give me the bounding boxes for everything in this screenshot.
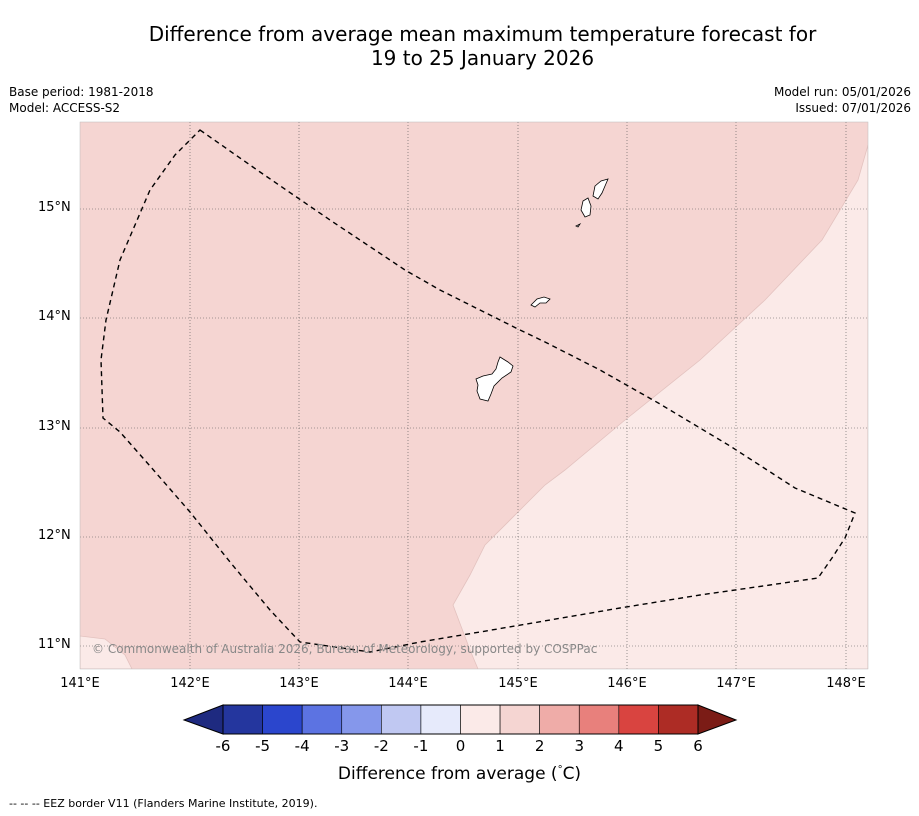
colorbar-cell: [420, 704, 461, 735]
island-aguijan: [575, 222, 582, 228]
lat-label-12n: 12°N: [38, 528, 71, 543]
title-line-1: Difference from average mean maximum tem…: [148, 22, 817, 46]
lon-label-145e: 145°E: [498, 676, 538, 691]
meta-left: Base period: 1981-2018 Model: ACCESS-S2: [9, 84, 154, 116]
colorbar-frame: [222, 704, 699, 735]
colorbar-tick-label: 6: [693, 737, 703, 755]
island-guam: [475, 356, 514, 402]
colorbar-cell: [222, 704, 263, 735]
eez-footnote: -- -- -- EEZ border V11 (Flanders Marine…: [9, 797, 318, 810]
issued-date: Issued: 07/01/2026: [795, 101, 911, 115]
colorbar-tick-label: -6: [215, 737, 231, 755]
lon-label-146e: 146°E: [607, 676, 647, 691]
degree-sign: °: [557, 764, 563, 776]
colorbar-tick-label: 5: [653, 737, 664, 755]
colorbar-tick-label: -5: [255, 737, 271, 755]
lon-label-148e: 148°E: [826, 676, 866, 691]
colorbar-tick-label: 2: [534, 737, 545, 755]
base-period: Base period: 1981-2018: [9, 85, 154, 99]
map-frame: [79, 121, 869, 670]
lon-label-147e: 147°E: [716, 676, 756, 691]
graticule: [80, 122, 868, 669]
island-rota: [530, 296, 551, 308]
colorbar-tick-label: 1: [495, 737, 505, 755]
colorbar-cell: [539, 704, 580, 735]
lon-label-142e: 142°E: [170, 676, 210, 691]
lat-label-11n: 11°N: [38, 637, 71, 652]
model-name: Model: ACCESS-S2: [9, 101, 121, 115]
title-line-2: 19 to 25 January 2026: [370, 46, 595, 70]
colorbar-tick-label: 0: [455, 737, 466, 755]
islands: [475, 178, 609, 402]
meta-right: Model run: 05/01/2026 Issued: 07/01/2026: [774, 84, 911, 116]
island-tinian: [580, 197, 592, 218]
colorbar-tick-label: 3: [574, 737, 585, 755]
colorbar-cell: [578, 704, 620, 735]
model-run: Model run: 05/01/2026: [773, 85, 911, 99]
copyright-notice: © Commonwealth of Australia 2026, Bureau…: [92, 642, 598, 656]
colorbar-tick-label: -3: [334, 737, 350, 755]
colorbar-tick-label: -1: [413, 737, 429, 755]
colorbar-cell: [341, 704, 382, 735]
colorbar-label-unit: C): [562, 764, 582, 784]
colorbar: [182, 704, 738, 735]
island-saipan: [592, 178, 609, 200]
colorbar-cell: [262, 704, 303, 735]
colorbar-under-arrow: [182, 704, 224, 735]
lon-label-141e: 141°E: [60, 676, 100, 691]
colorbar-tick-label: -2: [373, 737, 389, 755]
colorbar-cell: [499, 704, 540, 735]
colorbar-over-arrow: [697, 704, 738, 735]
lon-label-143e: 143°E: [279, 676, 319, 691]
lat-label-14n: 14°N: [38, 309, 71, 324]
lat-label-13n: 13°N: [38, 419, 71, 434]
lon-label-144e: 144°E: [388, 676, 428, 691]
colorbar-label: Difference from average (°C): [0, 764, 919, 784]
colorbar-tick-label: -4: [294, 737, 310, 755]
colorbar-cells: [222, 704, 699, 735]
eez-border: [100, 129, 856, 653]
chart-title: Difference from average mean maximum tem…: [40, 22, 919, 70]
colorbar-cell: [381, 704, 422, 735]
anomaly-zone-0-to-1-corner: [80, 635, 133, 669]
colorbar-cell: [301, 704, 343, 735]
colorbar-cell: [460, 704, 501, 735]
anomaly-zone-0-to-1: [452, 144, 868, 669]
colorbar-label-text: Difference from average (: [337, 764, 558, 784]
colorbar-tick-label: 4: [614, 737, 624, 755]
colorbar-cell: [618, 704, 659, 735]
colorbar-cell: [658, 704, 699, 735]
lat-label-15n: 15°N: [38, 200, 71, 215]
